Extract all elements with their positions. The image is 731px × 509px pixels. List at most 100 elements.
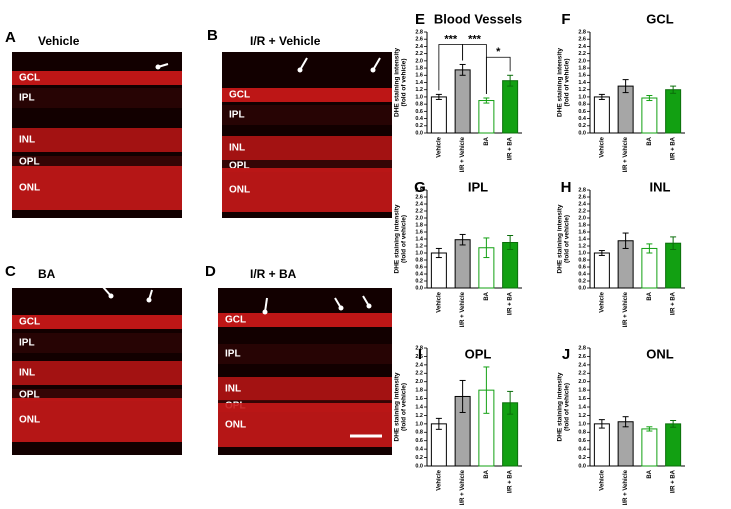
x-tick-label: I/R + BA: [671, 136, 677, 160]
y-tick-label: 0.6: [415, 264, 423, 270]
layer-label: INL: [19, 135, 35, 146]
x-tick-label: Vehicle: [599, 469, 605, 490]
x-tick-label: BA: [484, 136, 490, 145]
y-tick-label: 0.2: [578, 278, 586, 284]
significance-label: ***: [444, 33, 458, 45]
y-axis-label: DHE staining intensity: [557, 48, 564, 117]
y-tick-label: 1.0: [578, 94, 586, 100]
y-tick-label: 2.2: [415, 51, 423, 57]
y-axis-label: DHE staining intensity: [557, 204, 564, 273]
y-tick-label: 1.8: [578, 222, 586, 228]
y-tick-label: 0.6: [578, 438, 586, 444]
y-tick-label: 0.4: [578, 447, 587, 453]
panel-letter: D: [205, 263, 216, 280]
y-tick-label: 1.0: [415, 421, 423, 427]
y-tick-label: 2.0: [415, 215, 423, 221]
y-tick-label: 0.6: [578, 264, 586, 270]
y-tick-label: 1.4: [578, 80, 587, 86]
y-axis-label: DHE staining intensity: [394, 372, 401, 441]
tissue-layer: [222, 168, 392, 212]
x-tick-label: Vehicle: [599, 136, 605, 157]
bar: [641, 428, 658, 467]
y-axis-label: (fold of vehicle): [564, 58, 571, 106]
chart-title: ONL: [646, 346, 674, 361]
y-tick-label: 2.4: [415, 201, 424, 207]
x-tick-label: Vehicle: [436, 469, 442, 490]
layer-label: OPL: [229, 161, 250, 172]
y-tick-label: 0.2: [578, 123, 586, 129]
error-bar: [435, 93, 442, 100]
y-tick-label: 1.6: [578, 73, 586, 79]
y-tick-label: 0.8: [578, 430, 586, 436]
error-bar: [459, 233, 466, 246]
y-tick-label: 2.6: [578, 37, 586, 43]
layer-label: INL: [225, 384, 241, 395]
bar: [641, 247, 658, 289]
chart-title: OPL: [465, 346, 492, 361]
x-tick-label: I/R + BA: [508, 136, 514, 160]
error-bar: [483, 366, 490, 414]
x-tick-label: I/R + BA: [671, 291, 677, 315]
y-tick-label: 1.0: [578, 250, 586, 256]
y-tick-label: 2.0: [578, 379, 586, 385]
tissue-layer: [12, 398, 182, 442]
x-tick-label: I/R + BA: [508, 469, 514, 493]
y-axis-label: (fold of vehicle): [401, 383, 408, 431]
chart-title: Blood Vessels: [434, 11, 522, 26]
y-tick-label: 2.0: [578, 58, 586, 64]
error-bar: [646, 243, 653, 254]
error-bar: [622, 79, 629, 94]
bar: [478, 100, 495, 134]
y-tick-label: 1.2: [415, 413, 423, 419]
y-tick-label: 2.6: [415, 354, 423, 360]
y-tick-label: 2.6: [578, 354, 586, 360]
tissue-layer: [222, 88, 392, 102]
significance-bracket: [485, 56, 511, 95]
error-bar: [622, 416, 629, 428]
chart-title: INL: [650, 179, 671, 194]
chart-letter: J: [562, 346, 570, 363]
panel-title: I/R + BA: [250, 267, 297, 281]
y-tick-label: 0.2: [415, 123, 423, 129]
error-bar: [646, 94, 653, 102]
error-bar: [670, 419, 677, 428]
y-tick-label: 1.6: [578, 396, 586, 402]
tissue-layer: [12, 128, 182, 152]
error-bar: [646, 426, 653, 432]
y-tick-label: 1.6: [415, 229, 423, 235]
chart-letter: F: [561, 11, 570, 28]
x-tick-label: I/R + Vehicle: [623, 469, 629, 505]
error-bar: [459, 379, 466, 413]
y-tick-label: 1.8: [415, 66, 423, 72]
bar: [665, 423, 682, 467]
y-tick-label: 2.4: [578, 362, 587, 368]
y-tick-label: 2.6: [578, 194, 586, 200]
y-tick-label: 2.8: [415, 29, 423, 35]
chart-letter: E: [415, 11, 425, 28]
y-tick-label: 1.8: [415, 388, 423, 394]
y-tick-label: 0.6: [578, 109, 586, 115]
y-tick-label: 0.4: [415, 447, 424, 453]
significance-label: *: [496, 46, 501, 58]
error-bar: [598, 419, 605, 429]
x-tick-label: I/R + Vehicle: [460, 291, 466, 327]
y-tick-label: 1.4: [415, 80, 424, 86]
y-tick-label: 2.4: [578, 44, 587, 50]
layer-label: GCL: [19, 73, 40, 84]
y-tick-label: 1.2: [578, 413, 586, 419]
y-tick-label: 2.4: [578, 201, 587, 207]
panel-letter: B: [207, 27, 218, 44]
y-tick-label: 1.4: [415, 236, 424, 242]
tissue-layer: [12, 333, 182, 353]
y-tick-label: 1.4: [578, 404, 587, 410]
y-tick-label: 2.6: [415, 37, 423, 43]
x-tick-label: I/R + Vehicle: [460, 469, 466, 505]
bar: [454, 69, 471, 134]
bar: [502, 80, 519, 134]
y-tick-label: 2.8: [415, 345, 423, 351]
y-tick-label: 2.8: [578, 29, 586, 35]
error-bar: [622, 232, 629, 249]
bar: [430, 423, 447, 467]
y-tick-label: 0.4: [578, 271, 587, 277]
x-tick-label: I/R + Vehicle: [623, 136, 629, 172]
